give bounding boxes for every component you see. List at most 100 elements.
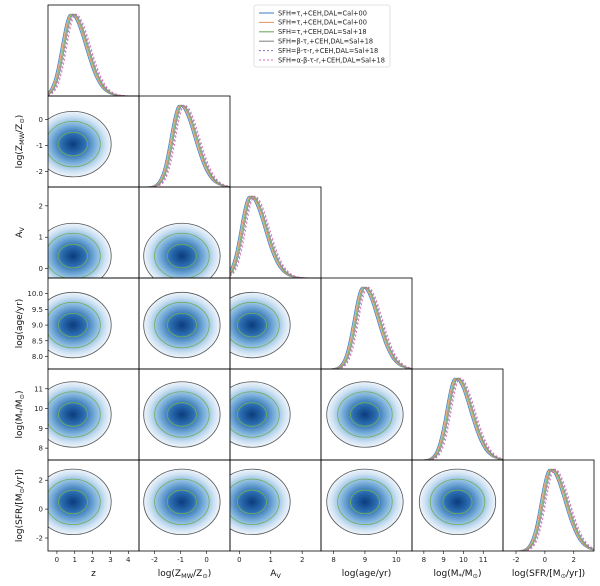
x-tick-label: 11 (479, 556, 488, 564)
contour-logSFR-logM-3 (442, 489, 473, 515)
panel-logage-logage (320, 277, 413, 370)
axes-frame (411, 368, 504, 461)
x-tick-label: 2 (572, 556, 576, 564)
x-axis-label-Av: AV​ (270, 569, 281, 580)
contour-logSFR-logZ-3 (166, 489, 197, 515)
x-tick-label: 9 (441, 556, 445, 564)
x-axis-label-logSFR: log(SFR/[M⊙​/yr]) (512, 569, 585, 580)
contour-logage-z-1 (48, 291, 112, 359)
panel-logM-Av (229, 368, 322, 461)
y-tick-label: 11 (34, 385, 43, 393)
marginal-curve-logage-4 (321, 286, 412, 369)
marginal-curve-Av-1 (230, 195, 321, 278)
panel-Av-z: 0 1 2 AV​ (15, 186, 140, 279)
legend: SFH=τ,+CEH,DAL=Cal+00 SFH=τ,+CEH,DAL=Cal+… (253, 4, 391, 68)
y-tick-label: 10 (34, 405, 43, 413)
contour-logSFR-logM-2 (429, 478, 486, 526)
marginal-curve-Av-5 (230, 195, 321, 278)
contour-logM-logage-2 (337, 391, 393, 438)
marginal-curve-logM-6 (412, 377, 503, 460)
density-logSFR-Av (230, 469, 291, 535)
x-tick-label: 1 (269, 556, 273, 564)
x-tick-label: -2 (151, 556, 158, 564)
contour-logSFR-z-1 (48, 468, 112, 536)
panel-logSFR-logSFR: -2 0 2 log(SFR/[M⊙​/yr]) (502, 459, 595, 580)
contour-Av-logZ-1 (143, 222, 221, 278)
marginal-curve-Av-4 (230, 195, 321, 278)
panel-logSFR-Av: 0 1 2 AV​ (229, 459, 322, 580)
legend-entry: SFH=τ,+CEH,DAL=Cal+00 (278, 9, 367, 17)
marginal-curve-Av-2 (230, 195, 321, 278)
y-tick-label: 0 (39, 116, 43, 124)
density-logage-z (48, 292, 112, 358)
panel-logM-logage (320, 368, 413, 461)
contour-logSFR-z-2 (48, 478, 101, 526)
contour-logM-z-1 (48, 381, 112, 448)
x-tick-label: 8 (331, 556, 335, 564)
x-tick-label: 2 (300, 556, 304, 564)
x-tick-label: 4 (126, 556, 131, 564)
marginal-curve-logage-5 (321, 286, 412, 369)
panel-logage-logZ (138, 277, 231, 370)
x-axis-label-logZ: log(ZMW​/Z⊙​) (158, 569, 212, 580)
contour-logSFR-logZ-2 (154, 478, 210, 526)
panel-Av-logZ (138, 186, 231, 279)
contour-Av-logZ-2 (154, 232, 210, 278)
y-axis-label-logSFR: log(SFR/[M⊙​/yr]) (15, 469, 26, 542)
y-tick-label: 2 (39, 477, 43, 485)
contour-logSFR-logZ-1 (143, 468, 221, 536)
contour-logSFR-logM-1 (418, 468, 497, 536)
contour-logZ-z-1 (48, 110, 112, 178)
x-tick-label: 9 (363, 556, 367, 564)
y-tick-label: 1 (39, 234, 43, 242)
x-tick-label: -2 (513, 556, 520, 564)
density-logage-Av (230, 292, 291, 358)
marginal-curve-logage-3 (321, 286, 412, 369)
x-tick-label: 10 (392, 556, 401, 564)
x-tick-label: 3 (108, 556, 112, 564)
x-tick-label: 0 (543, 556, 547, 564)
contour-logage-logZ-1 (143, 291, 221, 359)
marginal-curve-logM-5 (412, 377, 503, 460)
y-tick-label: 9.5 (32, 306, 43, 314)
axes-frame (502, 459, 595, 552)
panel-logM-z: 8 9 10 11 log(M*​/M⊙​) (15, 368, 140, 461)
panel-logSFR-logM: 8 9 10 11 log(M*​/M⊙​) (411, 459, 504, 580)
contour-logSFR-Av-2 (230, 478, 280, 526)
contour-logM-Av-3 (237, 402, 267, 427)
y-tick-label: -1 (36, 142, 43, 150)
contour-logage-logZ-2 (154, 301, 210, 349)
contour-logage-Av-1 (230, 291, 291, 359)
x-axis-label-logM: log(M*​/M⊙​) (433, 569, 481, 580)
y-tick-label: 0 (39, 506, 43, 514)
y-tick-label: 9.0 (32, 322, 43, 330)
marginal-curve-logSFR-6 (503, 468, 594, 551)
marginal-curve-logSFR-5 (503, 468, 594, 551)
contour-logM-logage-3 (349, 402, 380, 427)
panel-Av-Av (229, 186, 322, 279)
contour-Av-z-2 (48, 232, 101, 278)
density-logM-z (48, 381, 112, 448)
legend-entry: SFH=β-τ-r,+CEH,DAL=Sal+18 (278, 47, 378, 55)
contour-logZ-z-2 (48, 120, 101, 168)
contour-logage-z-2 (48, 301, 101, 349)
legend-frame (253, 4, 391, 68)
contour-logSFR-logage-3 (349, 489, 380, 515)
y-tick-label: -2 (36, 168, 43, 176)
marginal-curve-logSFR-3 (503, 468, 594, 551)
y-tick-label: 8 (39, 445, 43, 453)
marginal-curve-logage-6 (321, 286, 412, 369)
contour-logage-z-3 (58, 312, 88, 338)
x-tick-label: 2 (90, 556, 94, 564)
panel-logM-logZ (138, 368, 231, 461)
y-axis-label-logZ: log(ZMW​/Z⊙​) (15, 115, 26, 169)
panel-z-z (47, 4, 140, 97)
x-tick-label: 8 (422, 556, 426, 564)
x-axis-label-z: z (91, 569, 96, 579)
marginal-curve-Av-6 (230, 195, 321, 278)
contour-logSFR-z-3 (58, 489, 88, 515)
marginal-curve-logZ-2 (139, 104, 230, 187)
marginal-curve-logage-2 (321, 286, 412, 369)
